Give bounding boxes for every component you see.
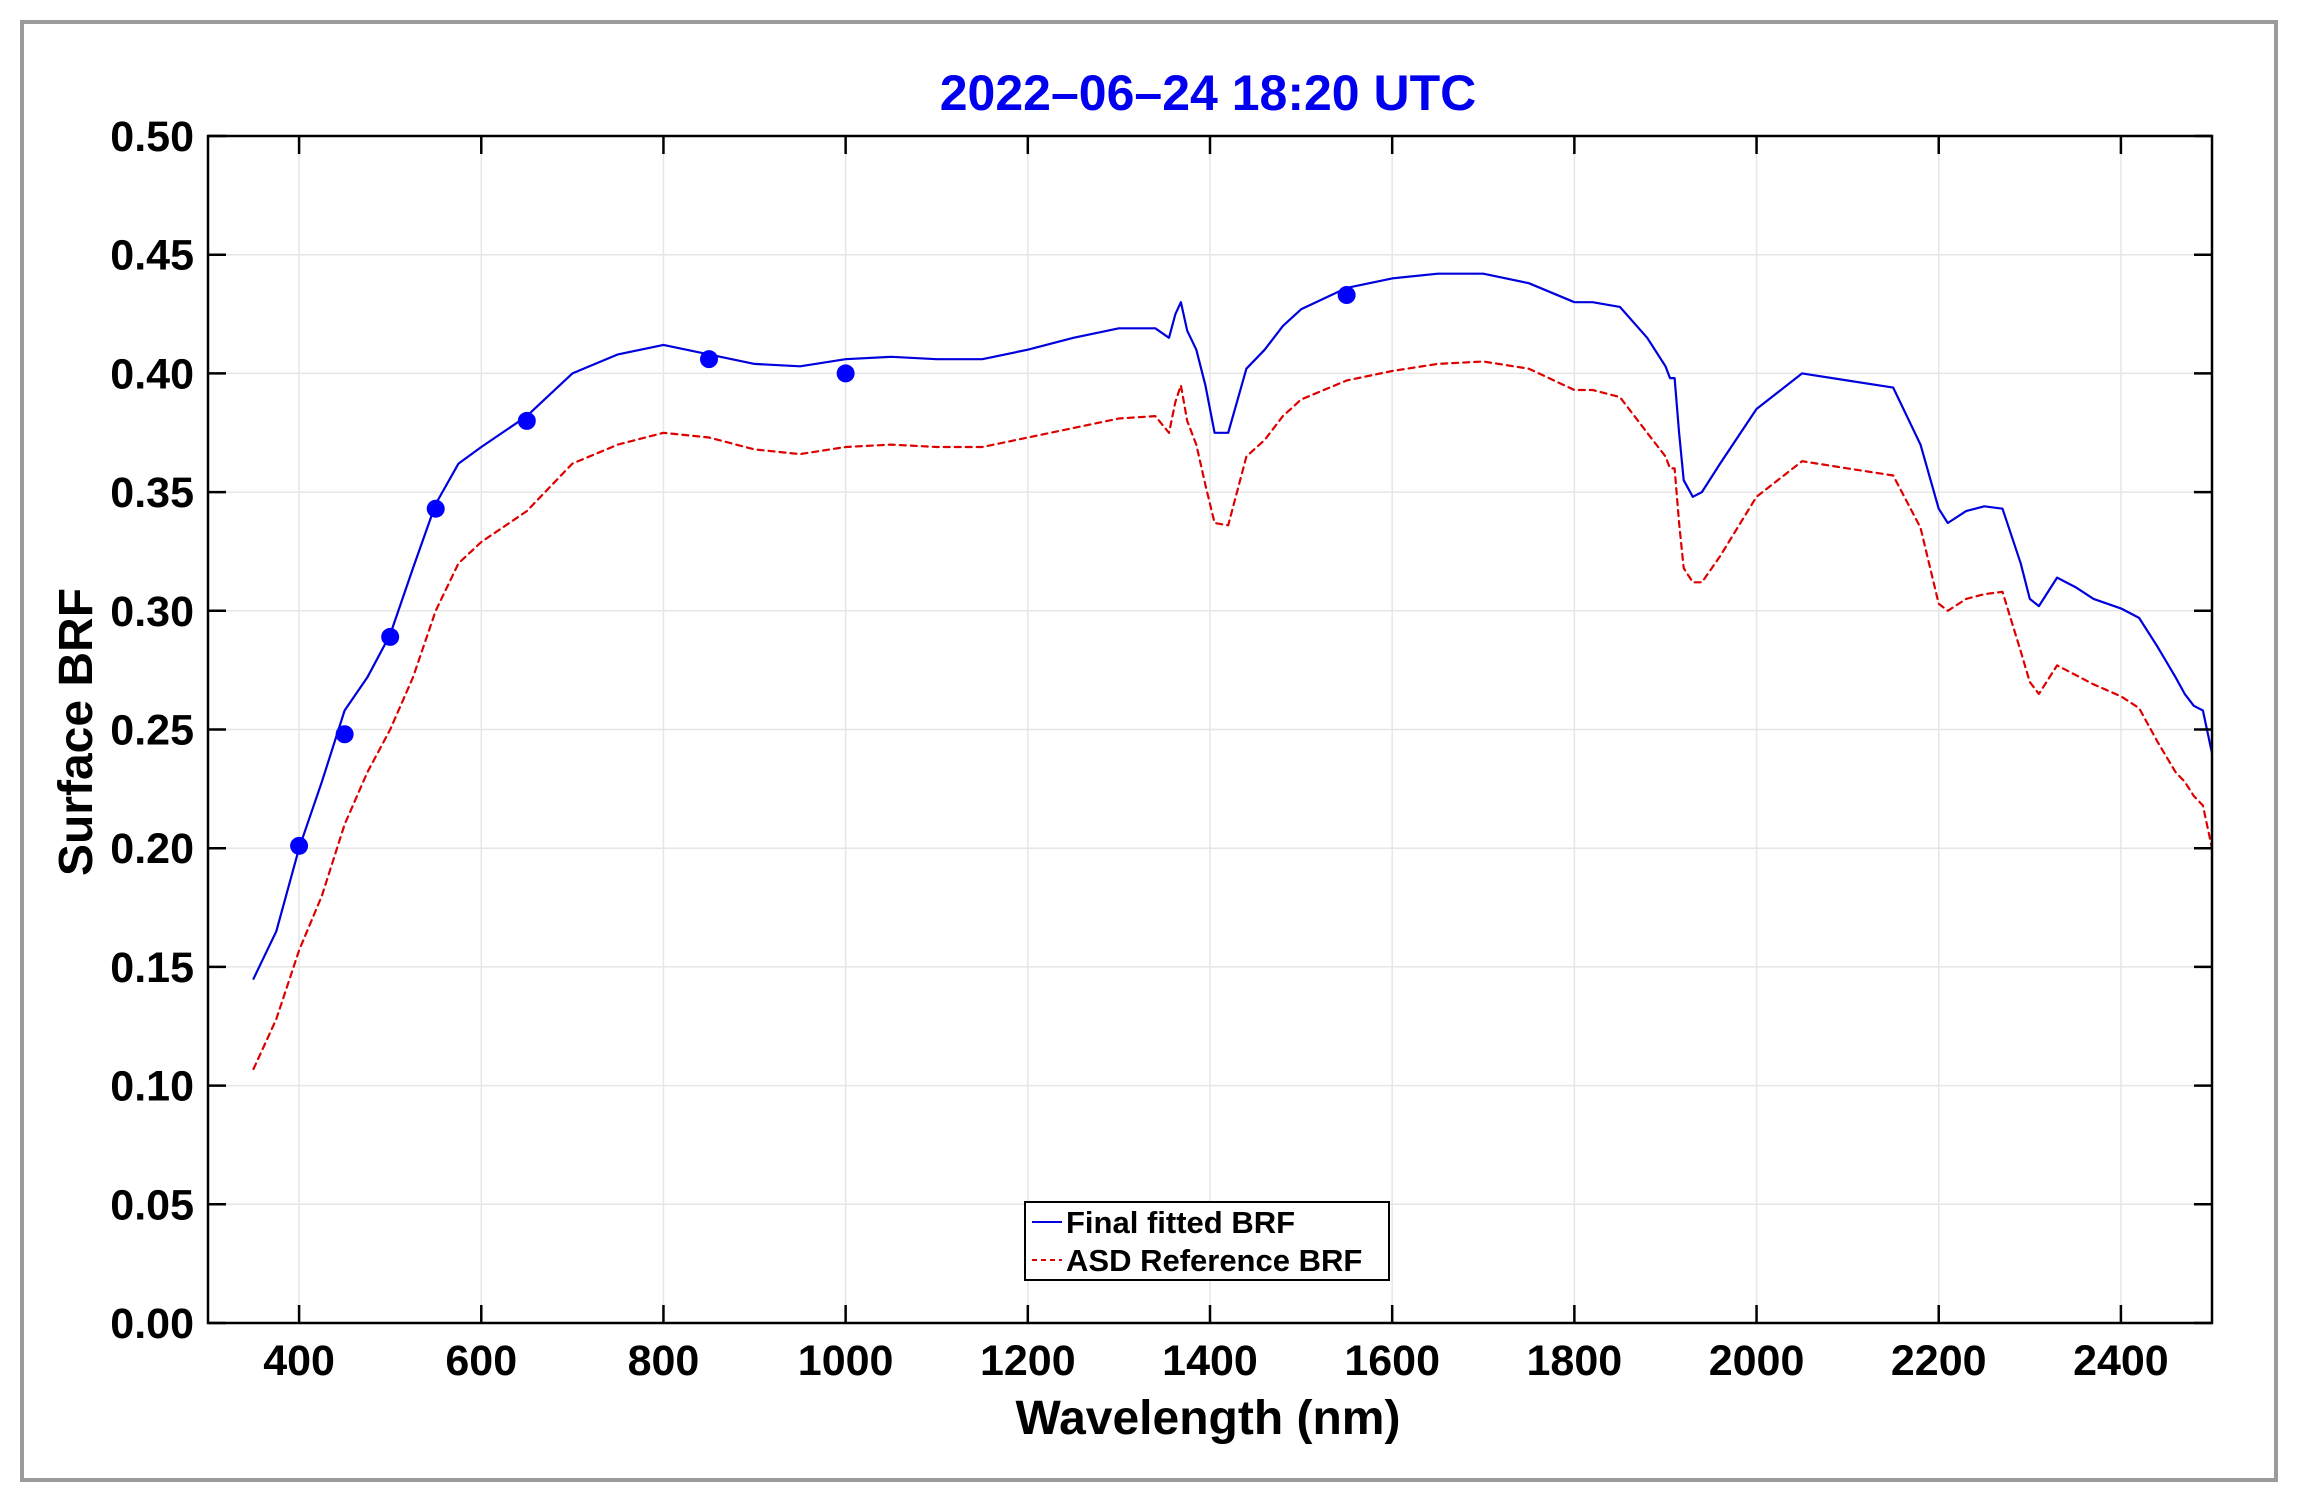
- data-point: [836, 364, 855, 383]
- x-tick-label: 1400: [1162, 1337, 1258, 1385]
- data-point: [290, 836, 309, 855]
- series-layer: [252, 272, 2214, 1071]
- x-tick-label: 1000: [798, 1337, 894, 1385]
- legend-box: [1024, 1201, 1390, 1281]
- y-tick-label: 0.45: [110, 232, 194, 280]
- x-tick-label: 1600: [1344, 1337, 1440, 1385]
- y-tick-label: 0.05: [110, 1181, 194, 1229]
- x-tick-label: 2000: [1709, 1337, 1805, 1385]
- series-line-reference: [252, 360, 2214, 1071]
- series-line-fitted: [252, 272, 2214, 980]
- data-point: [426, 499, 445, 518]
- y-tick-label: 0.30: [110, 588, 194, 636]
- legend-label-fitted: Final fitted BRF: [1066, 1205, 1295, 1240]
- x-tick-label: 800: [628, 1337, 700, 1385]
- data-point: [381, 627, 400, 646]
- chart-title: 2022–06–24 18:20 UTC: [940, 65, 1477, 121]
- y-tick-label: 0.15: [110, 944, 194, 992]
- y-tick-label: 0.35: [110, 469, 194, 517]
- y-tick-label: 0.00: [110, 1300, 194, 1348]
- x-tick-label: 1200: [980, 1337, 1076, 1385]
- marker-layer: [290, 286, 1356, 855]
- y-tick-label: 0.50: [110, 113, 194, 161]
- y-tick-label: 0.10: [110, 1063, 194, 1111]
- data-point: [517, 411, 536, 430]
- data-point: [1337, 286, 1356, 305]
- ticks: 400 600 800 1000 1200 1400 1600 1800 2000 2200 240…: [110, 113, 2212, 1385]
- y-tick-label: 0.25: [110, 707, 194, 755]
- grid: [208, 135, 2212, 1324]
- x-tick-label: 400: [263, 1337, 335, 1385]
- data-point: [700, 350, 718, 369]
- x-axis-title: Wavelength (nm): [1016, 1392, 1401, 1445]
- x-tick-label: 2400: [2073, 1337, 2169, 1385]
- y-tick-label: 0.20: [110, 825, 194, 873]
- legend: Final fitted BRF ASD Reference BRF: [1024, 1201, 1390, 1281]
- y-axis-title: Surface BRF: [50, 588, 103, 876]
- x-tick-label: 600: [445, 1337, 517, 1385]
- data-point: [335, 725, 354, 744]
- x-tick-label: 2200: [1891, 1337, 1987, 1385]
- x-tick-label: 1800: [1527, 1337, 1623, 1385]
- y-tick-label: 0.40: [110, 350, 194, 398]
- legend-label-reference: ASD Reference BRF: [1066, 1243, 1362, 1278]
